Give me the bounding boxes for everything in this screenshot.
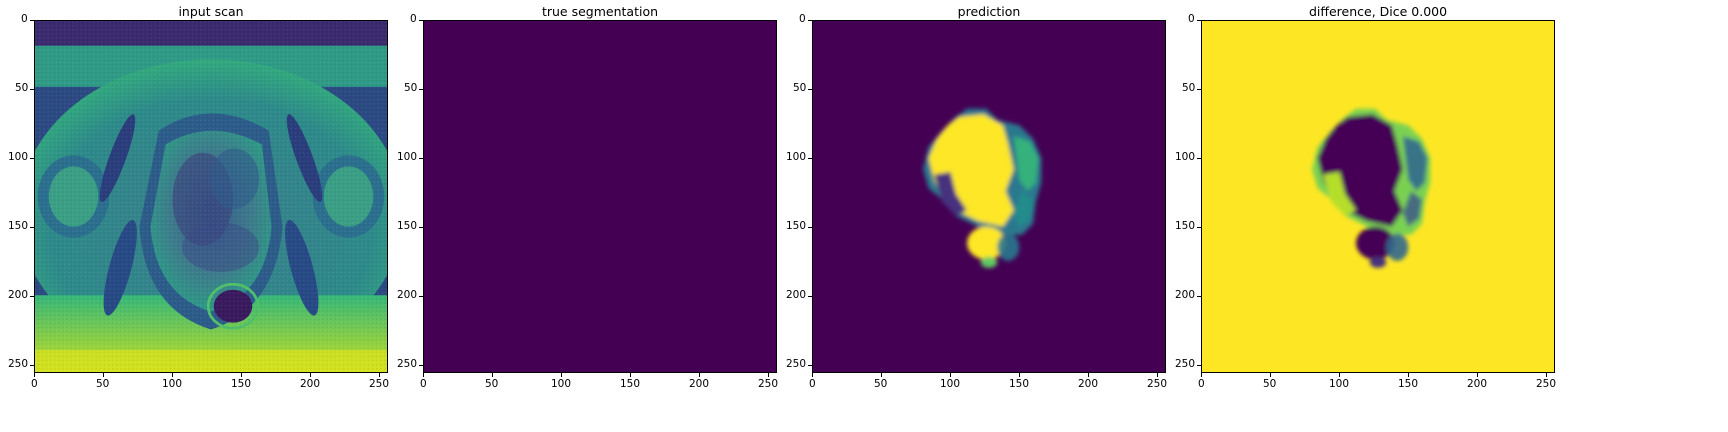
y-tick-label: 100: [1175, 151, 1196, 163]
x-tick-label: 200: [300, 378, 321, 390]
x-tick-label: 150: [1398, 378, 1419, 390]
y-tick-label: 200: [786, 289, 807, 301]
x-tick-label: 250: [369, 378, 390, 390]
y-tick-label: 150: [8, 220, 29, 232]
y-tick-label: 250: [1175, 358, 1196, 370]
image-frame: [1201, 20, 1555, 373]
y-tick-label: 50: [404, 82, 418, 94]
difference-mask-image: [1202, 21, 1554, 372]
y-tick-label: 100: [397, 151, 418, 163]
panel-title: true segmentation: [541, 4, 659, 19]
mri-scan-image: [35, 21, 387, 372]
x-tick-label: 50: [96, 378, 110, 390]
x-tick-label: 250: [1536, 378, 1557, 390]
x-tick-label: 150: [1009, 378, 1030, 390]
y-tick-label: 250: [786, 358, 807, 370]
y-tick-label: 50: [1182, 82, 1196, 94]
x-tick-label: 200: [1078, 378, 1099, 390]
y-tick-label: 250: [397, 358, 418, 370]
x-tick-label: 100: [940, 378, 961, 390]
x-tick-label: 100: [551, 378, 572, 390]
y-tick-label: 0: [21, 13, 28, 25]
x-tick-label: 50: [485, 378, 499, 390]
y-tick-label: 100: [786, 151, 807, 163]
x-tick-label: 0: [31, 378, 38, 390]
panel-title: prediction: [957, 4, 1021, 19]
y-tick-label: 50: [793, 82, 807, 94]
x-tick-label: 0: [420, 378, 427, 390]
x-tick-label: 200: [689, 378, 710, 390]
y-tick-label: 200: [8, 289, 29, 301]
x-tick-label: 250: [1147, 378, 1168, 390]
panel-title: input scan: [178, 4, 244, 19]
panel-title: difference, Dice 0.000: [1308, 4, 1448, 19]
x-tick-label: 100: [162, 378, 183, 390]
y-tick-label: 150: [786, 220, 807, 232]
x-tick-label: 150: [231, 378, 252, 390]
x-tick-label: 50: [874, 378, 888, 390]
y-tick-label: 0: [410, 13, 417, 25]
y-tick-label: 150: [397, 220, 418, 232]
x-tick-label: 50: [1263, 378, 1277, 390]
y-tick-label: 100: [8, 151, 29, 163]
x-tick-label: 200: [1467, 378, 1488, 390]
y-tick-label: 50: [15, 82, 29, 94]
predicted-mask-image: [813, 21, 1165, 372]
y-tick-label: 250: [8, 358, 29, 370]
empty-mask-image: [424, 21, 776, 372]
y-tick-label: 150: [1175, 220, 1196, 232]
y-tick-label: 200: [1175, 289, 1196, 301]
x-tick-label: 0: [809, 378, 816, 390]
y-tick-label: 200: [397, 289, 418, 301]
image-frame: [34, 20, 388, 373]
y-tick-label: 0: [1188, 13, 1195, 25]
image-frame: [812, 20, 1166, 373]
y-tick-label: 0: [799, 13, 806, 25]
image-frame: [423, 20, 777, 373]
x-tick-label: 250: [758, 378, 779, 390]
x-tick-label: 0: [1198, 378, 1205, 390]
x-tick-label: 150: [620, 378, 641, 390]
x-tick-label: 100: [1329, 378, 1350, 390]
